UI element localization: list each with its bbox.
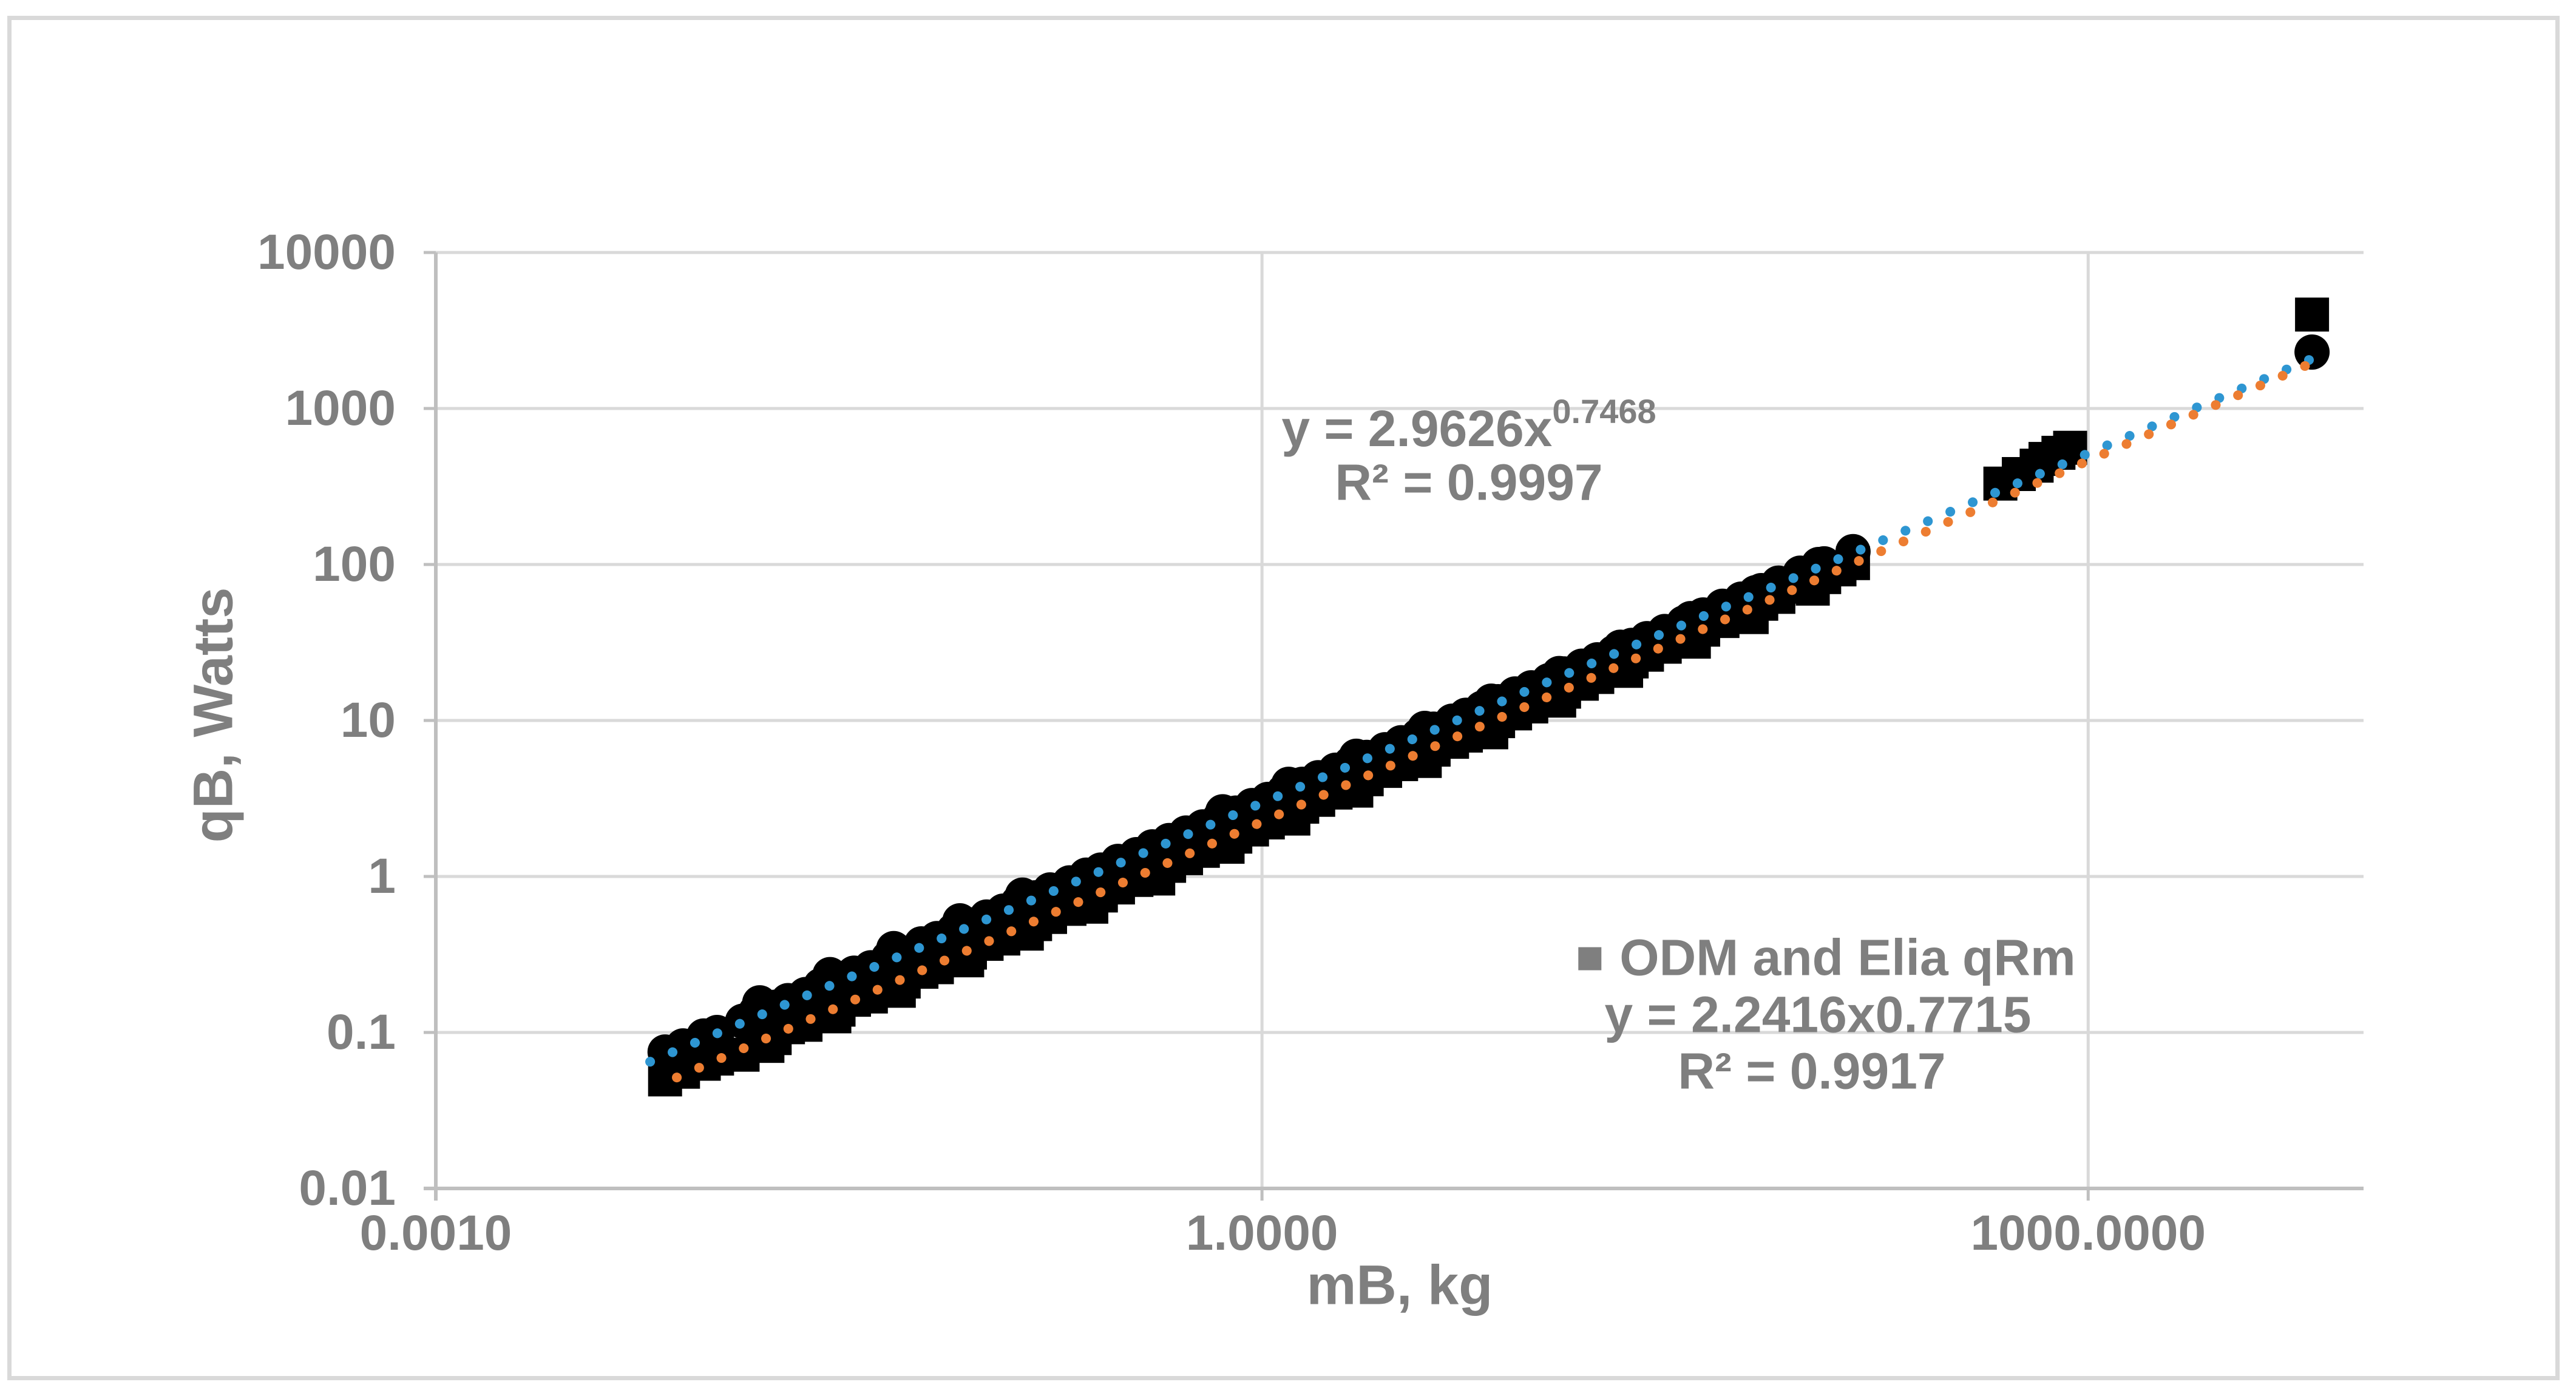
y-tick-label: 10000 (257, 225, 396, 280)
trendline-r2-orange: R² = 0.9917 (1678, 1042, 1946, 1100)
legend-series-label: ODM and Elia qRm (1619, 929, 2076, 986)
x-axis-title: mB, kg (1306, 1254, 1493, 1317)
y-tick-label: 0.01 (299, 1161, 396, 1216)
trendline (672, 358, 2318, 1083)
legend-square-marker-icon (1578, 947, 1602, 971)
y-tick-label: 0.1 (327, 1005, 396, 1060)
y-tick-label: 1000 (285, 381, 396, 436)
data-point-circle (1835, 534, 1871, 569)
y-tick-label: 1 (368, 849, 396, 904)
data-point-square (2295, 297, 2330, 332)
x-tick-label: 0.0010 (359, 1205, 512, 1261)
x-tick-label: 1.0000 (1185, 1205, 1338, 1261)
y-axis-title: qB, Watts (182, 587, 245, 843)
trendline-r2-blue: R² = 0.9997 (1335, 453, 1603, 511)
data-point-circle (2294, 334, 2330, 370)
chart-outer-border (7, 16, 2560, 1380)
trendline-equation-blue: y = 2.9626x0.7468 (1281, 391, 1656, 458)
y-tick-label: 10 (340, 693, 396, 748)
trendline (645, 353, 2318, 1067)
equation-exponent: 0.7468 (1552, 392, 1656, 430)
x-tick-label: 1000.0000 (1970, 1205, 2206, 1261)
equation-base: y = 2.9626x (1281, 400, 1553, 457)
y-tick-label: 100 (313, 537, 396, 592)
legend-entry: ODM and Elia qRm (1578, 929, 2076, 988)
trendline-equation-orange: y = 2.2416x0.7715 (1604, 986, 2032, 1043)
